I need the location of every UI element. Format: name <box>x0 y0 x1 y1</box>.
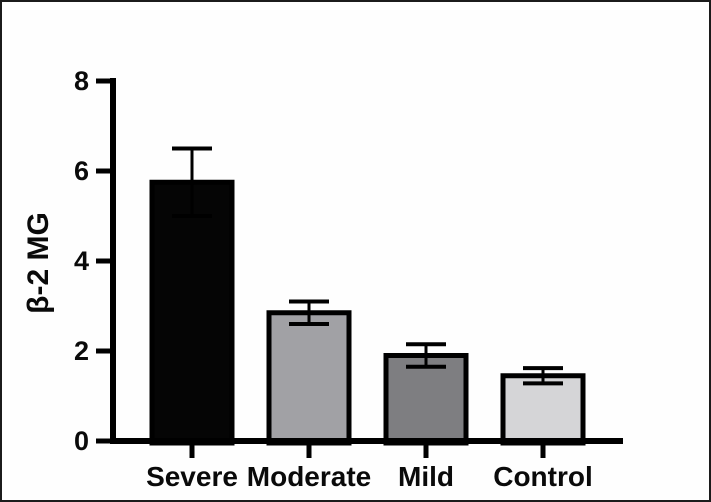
x-label-mild: Mild <box>398 461 454 492</box>
bar-group-mild <box>383 342 469 446</box>
y-tick-label-6: 6 <box>74 156 89 186</box>
x-label-moderate: Moderate <box>247 461 371 492</box>
bar-moderate <box>266 310 352 446</box>
bar-group-severe <box>149 146 235 446</box>
y-tick-label-0: 0 <box>74 426 89 456</box>
x-label-control: Control <box>493 461 593 492</box>
bar-group-moderate <box>266 299 352 446</box>
y-axis-title: β-2 MG <box>22 212 55 314</box>
bar-group-control <box>500 366 586 446</box>
bar-control <box>500 373 586 446</box>
y-tick-label-2: 2 <box>74 336 89 366</box>
y-tick-label-4: 4 <box>74 246 89 276</box>
x-label-severe: Severe <box>146 461 238 492</box>
y-tick-label-8: 8 <box>74 66 89 96</box>
bar-severe <box>149 179 235 446</box>
